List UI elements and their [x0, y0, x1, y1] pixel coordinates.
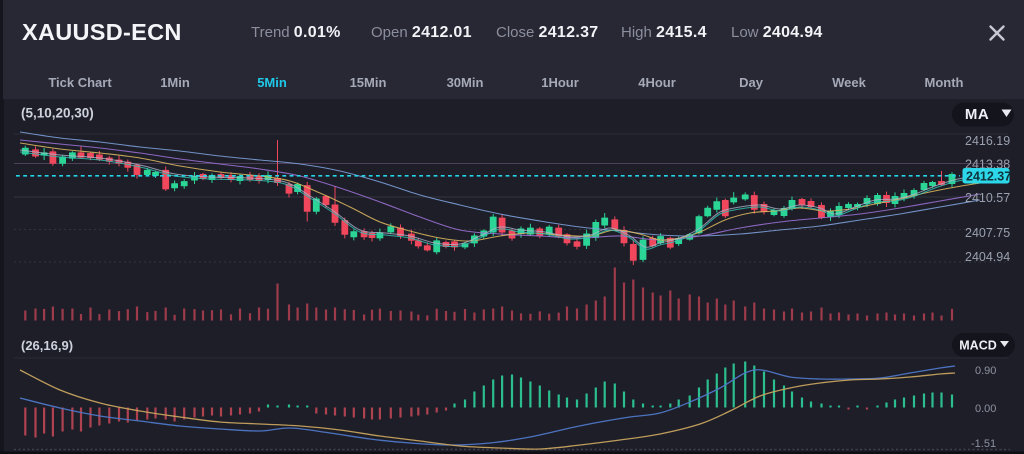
svg-text:2412.37: 2412.37 [966, 170, 1011, 184]
svg-text:MA: MA [965, 106, 989, 123]
svg-text:2410.57: 2410.57 [965, 191, 1010, 205]
svg-text:(5,10,20,30): (5,10,20,30) [21, 106, 94, 121]
svg-text:2416.19: 2416.19 [965, 134, 1010, 148]
svg-text:0.00: 0.00 [975, 403, 996, 415]
svg-text:2404.94: 2404.94 [965, 250, 1010, 264]
svg-text:2407.75: 2407.75 [965, 226, 1010, 240]
svg-text:MACD: MACD [959, 339, 997, 353]
svg-text:0.90: 0.90 [975, 365, 996, 377]
svg-text:-1.51: -1.51 [971, 438, 996, 450]
svg-text:(26,16,9): (26,16,9) [21, 338, 73, 353]
